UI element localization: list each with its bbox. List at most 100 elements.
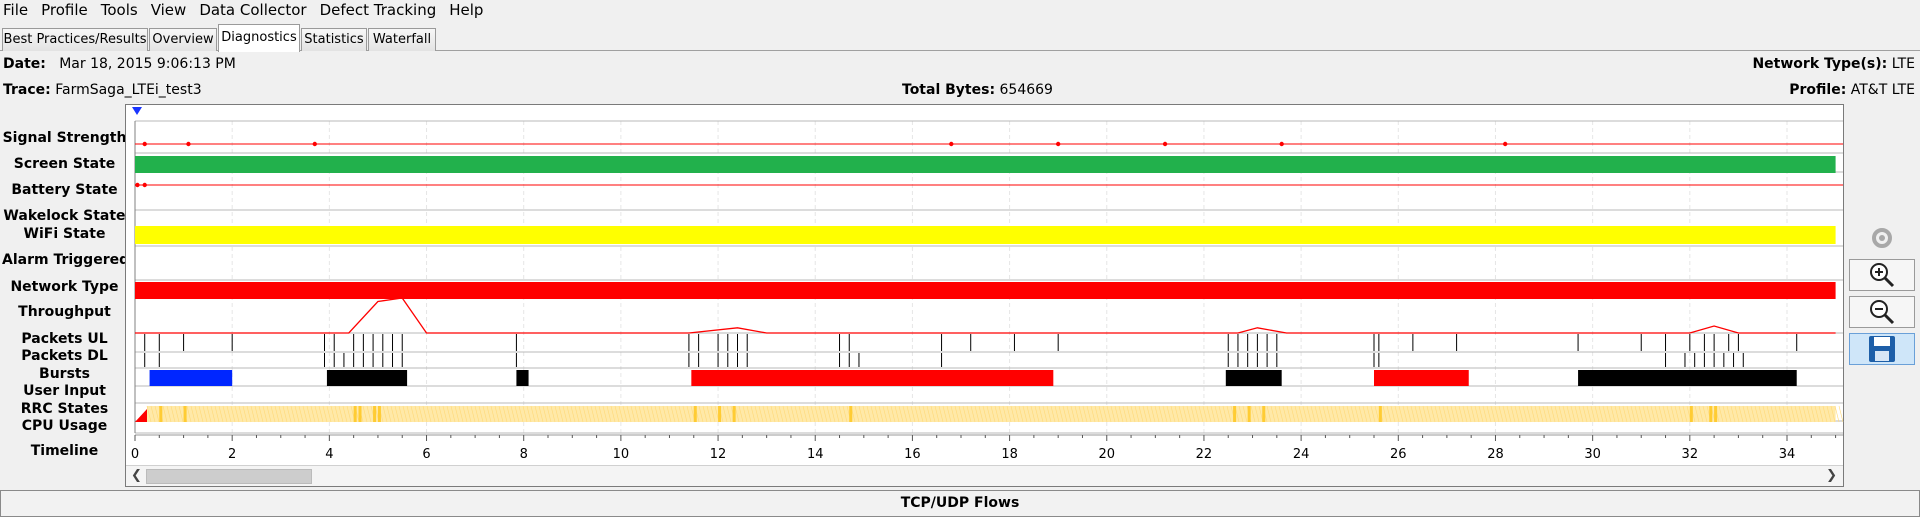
rrc-hatch <box>810 405 816 423</box>
rrc-hatch <box>1126 405 1132 423</box>
rrc-hatch <box>1738 405 1744 423</box>
rrc-hatch <box>1082 405 1088 423</box>
rrc-hatch <box>1242 405 1248 423</box>
rrc-hatch <box>206 405 212 423</box>
date-value: Mar 18, 2015 9:06:13 PM <box>59 56 236 72</box>
rrc-hatch <box>1418 405 1424 423</box>
horizontal-scrollbar[interactable]: ❮ ❯ <box>126 465 1843 486</box>
rrc-hatch <box>1290 405 1296 423</box>
rrc-hatch <box>454 405 460 423</box>
reset-zoom-button[interactable] <box>1849 222 1915 254</box>
trace-value: FarmSaga_LTEi_test3 <box>55 82 202 98</box>
rrc-hatch <box>1682 405 1688 423</box>
rrc-hatch <box>1142 405 1148 423</box>
scroll-thumb[interactable] <box>146 469 312 484</box>
timeline-tick-label: 26 <box>1390 447 1407 462</box>
burst-bar <box>691 370 1054 386</box>
rrc-hatch <box>266 405 272 423</box>
menu-profile[interactable]: Profile <box>41 1 88 19</box>
menu-file[interactable]: File <box>3 1 29 19</box>
rrc-hatch <box>570 405 576 423</box>
rrc-hatch <box>1826 405 1832 423</box>
rrc-hatch <box>314 405 320 423</box>
rrc-hatch <box>1734 405 1740 423</box>
timeline-tick-label: 18 <box>1001 447 1018 462</box>
menu-data-collector[interactable]: Data Collector <box>199 1 307 19</box>
menu-view[interactable]: View <box>150 1 187 19</box>
scroll-right-icon[interactable]: ❯ <box>1826 468 1837 483</box>
rrc-hatch <box>954 405 960 423</box>
rrc-hatch <box>1642 405 1648 423</box>
rrc-hatch <box>702 405 708 423</box>
tab-statistics[interactable]: Statistics <box>301 28 367 51</box>
rrc-hatch <box>1794 405 1800 423</box>
rrc-hatch <box>946 405 952 423</box>
tcp-udp-flows-bar[interactable]: TCP/UDP Flows <box>0 490 1920 517</box>
rrc-state-mark <box>373 406 377 422</box>
rrc-hatch <box>1578 405 1584 423</box>
rrc-hatch <box>414 405 420 423</box>
rrc-hatch <box>1266 405 1272 423</box>
rrc-state-mark <box>1247 406 1251 422</box>
rrc-hatch <box>1702 405 1708 423</box>
rrc-hatch <box>394 405 400 423</box>
save-image-button[interactable] <box>1849 333 1915 365</box>
rrc-hatch <box>398 405 404 423</box>
total-bytes-value: 654669 <box>999 82 1053 98</box>
rrc-hatch <box>1722 405 1728 423</box>
rrc-hatch <box>286 405 292 423</box>
zoom-out-button[interactable] <box>1849 296 1915 328</box>
rrc-hatch <box>1414 405 1420 423</box>
rrc-hatch <box>598 405 604 423</box>
rrc-hatch <box>1590 405 1596 423</box>
rrc-hatch <box>1630 405 1636 423</box>
menu-defect-tracking[interactable]: Defect Tracking <box>319 1 437 19</box>
rrc-hatch <box>866 405 872 423</box>
rrc-hatch <box>274 405 280 423</box>
rrc-hatch <box>1474 405 1480 423</box>
menu-tools[interactable]: Tools <box>100 1 138 19</box>
rrc-hatch <box>1698 405 1704 423</box>
zoom-in-button[interactable] <box>1849 259 1915 291</box>
rrc-hatch <box>522 405 528 423</box>
tab-diagnostics[interactable]: Diagnostics <box>218 24 300 52</box>
rrc-hatch <box>1386 405 1392 423</box>
rrc-hatch <box>434 405 440 423</box>
rrc-hatch <box>1186 405 1192 423</box>
menu-help[interactable]: Help <box>449 1 484 19</box>
rrc-hatch <box>906 405 912 423</box>
tab-overview[interactable]: Overview <box>149 28 217 51</box>
rrc-hatch <box>1554 405 1560 423</box>
rrc-hatch <box>262 405 268 423</box>
rrc-hatch <box>1114 405 1120 423</box>
scroll-left-icon[interactable]: ❮ <box>131 468 142 483</box>
rrc-hatch <box>602 405 608 423</box>
rrc-hatch <box>254 405 260 423</box>
playhead-marker <box>132 107 142 115</box>
rrc-hatch <box>1618 405 1624 423</box>
rrc-hatch <box>174 405 180 423</box>
rrc-hatch <box>546 405 552 423</box>
tab-waterfall[interactable]: Waterfall <box>368 28 436 51</box>
network-type-bar <box>135 282 1836 299</box>
rrc-hatch <box>1118 405 1124 423</box>
rrc-hatch <box>1442 405 1448 423</box>
rrc-hatch <box>1430 405 1436 423</box>
rrc-hatch <box>874 405 880 423</box>
rrc-hatch <box>1218 405 1224 423</box>
rrc-hatch <box>1770 405 1776 423</box>
rrc-hatch <box>1726 405 1732 423</box>
rrc-hatch <box>246 405 252 423</box>
tab-best-practices-results[interactable]: Best Practices/Results <box>2 28 148 51</box>
rrc-hatch <box>1622 405 1628 423</box>
rrc-hatch <box>630 405 636 423</box>
rrc-hatch <box>1018 405 1024 423</box>
rrc-hatch <box>1534 405 1540 423</box>
rrc-hatch <box>1078 405 1084 423</box>
rrc-hatch <box>790 405 796 423</box>
wifi-state-bar <box>135 226 1836 244</box>
rrc-hatch <box>678 405 684 423</box>
rrc-hatch <box>490 405 496 423</box>
row-label-signal: Signal Strength <box>2 130 127 146</box>
rrc-hatch <box>594 405 600 423</box>
